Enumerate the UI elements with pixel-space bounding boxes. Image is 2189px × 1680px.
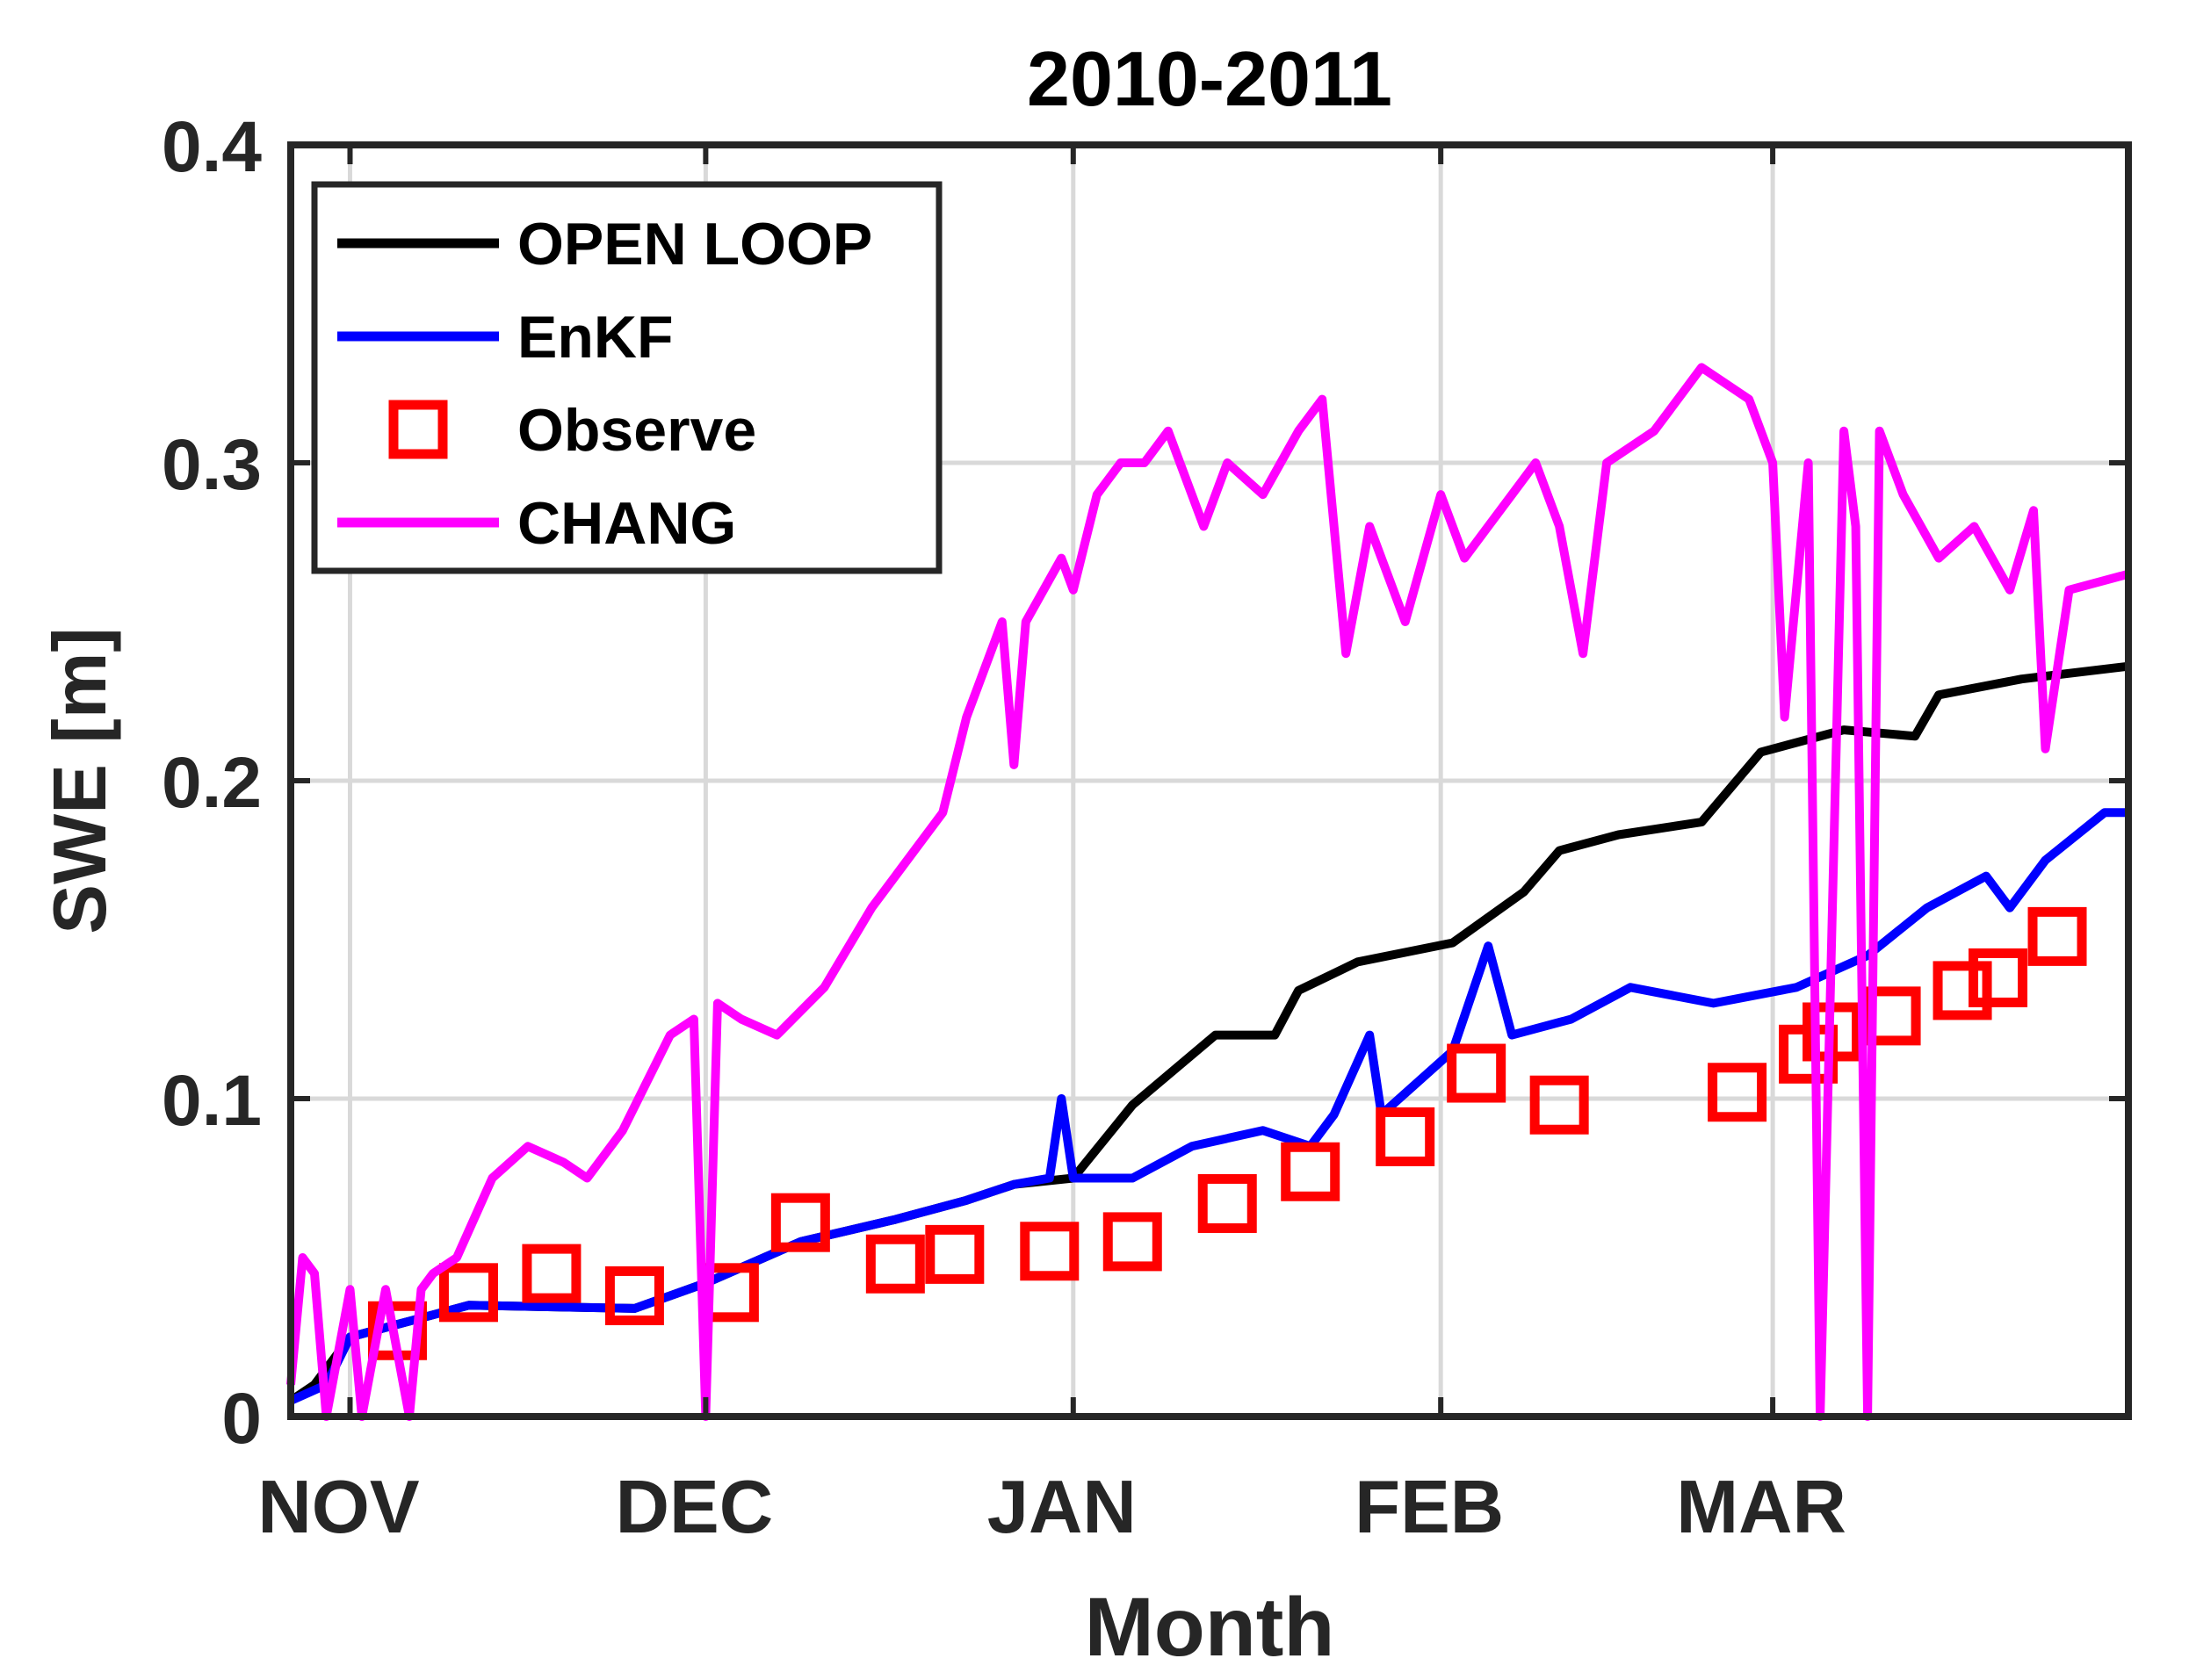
- observe-marker: [865, 1234, 925, 1294]
- plot-area: [286, 363, 2130, 1421]
- x-tick-label: NOV: [257, 1466, 420, 1549]
- observe-marker: [1861, 986, 1921, 1046]
- observe-marker: [1020, 1222, 1080, 1281]
- y-tick-label: 0.2: [162, 743, 262, 823]
- y-tick-label: 0: [221, 1379, 262, 1459]
- legend-label-open-loop: OPEN LOOP: [517, 211, 872, 278]
- chart-title: 2010-2011: [1027, 35, 1392, 122]
- y-axis-label: SWE [m]: [39, 627, 122, 934]
- observe-marker: [1197, 1173, 1257, 1233]
- observe-marker: [925, 1224, 985, 1284]
- observe-marker: [2027, 906, 2087, 966]
- legend-label-observe: Observe: [517, 397, 756, 464]
- x-tick-label: DEC: [616, 1466, 773, 1549]
- observe-marker: [1969, 948, 2028, 1007]
- observe-marker: [438, 1263, 498, 1323]
- observe-marker: [522, 1244, 582, 1303]
- y-tick-label: 0.1: [162, 1061, 262, 1141]
- legend-label-enkf: EnKF: [517, 304, 674, 371]
- series-line-chang: [286, 363, 2130, 1421]
- observe-marker: [1447, 1043, 1506, 1103]
- x-axis-label: Month: [1085, 1581, 1335, 1674]
- legend-label-chang: CHANG: [517, 490, 736, 557]
- observe-marker: [1933, 961, 1992, 1020]
- y-tick-label: 0.3: [162, 425, 262, 505]
- legend-swatch-observe: [388, 400, 448, 459]
- observe-marker: [1376, 1107, 1435, 1166]
- observe-marker: [770, 1193, 830, 1252]
- series-line-enkf: [288, 808, 2128, 1405]
- observe-marker: [1281, 1142, 1340, 1201]
- observe-marker: [1708, 1063, 1767, 1122]
- observe-marker: [604, 1265, 664, 1325]
- legend: OPEN LOOP EnKF Observe CHANG: [311, 181, 943, 574]
- x-tick-label: JAN: [987, 1466, 1137, 1549]
- y-tick-label: 0.4: [162, 107, 262, 187]
- x-tick-label: FEB: [1355, 1466, 1504, 1549]
- ticks: NOV DEC JAN FEB MAR 0 0.1 0.2 0.3 0.4: [162, 107, 2128, 1549]
- legend-box: [311, 181, 943, 574]
- observe-marker: [1102, 1212, 1162, 1272]
- x-tick-label: MAR: [1676, 1466, 1846, 1549]
- observe-marker: [1529, 1075, 1589, 1135]
